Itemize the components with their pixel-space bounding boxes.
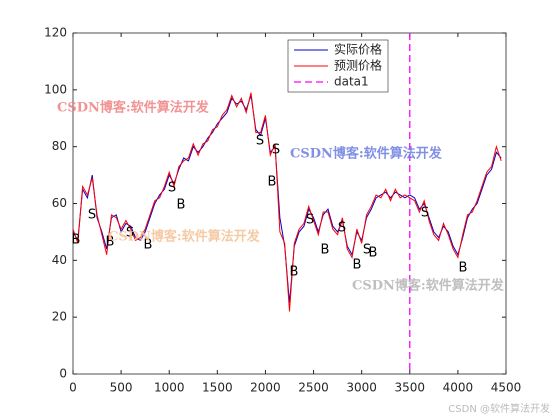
- signal-label: B: [369, 246, 378, 261]
- footer: CSDN @软件算法开发: [448, 402, 550, 415]
- price-line: [72, 92, 502, 312]
- signal-label: S: [421, 206, 429, 221]
- signal-label: B: [177, 198, 186, 213]
- signal-label: S: [272, 143, 280, 158]
- signal-label: B: [268, 175, 277, 190]
- signal-label: S: [168, 181, 176, 196]
- y-tick-label: 20: [52, 310, 67, 324]
- x-tick-label: 2000: [250, 381, 281, 395]
- x-tick-label: 1000: [154, 381, 185, 395]
- watermark: CSDN博客:软件算法开发: [108, 229, 261, 245]
- y-tick-label: 80: [52, 139, 67, 153]
- x-tick-label: 500: [110, 381, 133, 395]
- signal-label: B: [72, 233, 81, 248]
- signal-label: B: [106, 235, 115, 250]
- signal-label: S: [363, 243, 371, 258]
- x-tick-label: 4500: [491, 381, 522, 395]
- y-tick-label: 0: [59, 367, 67, 381]
- y-tick-label: 100: [44, 82, 67, 96]
- x-tick-label: 1500: [202, 381, 233, 395]
- y-tick-label: 120: [44, 26, 67, 40]
- x-tick-label: 2500: [298, 381, 329, 395]
- signal-label: B: [144, 238, 153, 253]
- signal-label: B: [459, 261, 468, 276]
- legend-label: 预测价格: [334, 58, 382, 73]
- signal-label: S: [256, 134, 264, 149]
- x-tick-label: 4000: [443, 381, 474, 395]
- signal-label: B: [353, 258, 362, 273]
- x-tick-label: 0: [69, 381, 77, 395]
- x-tick-label: 3000: [346, 381, 377, 395]
- signal-label: B: [321, 243, 330, 258]
- signal-label: B: [290, 265, 299, 280]
- watermark: CSDN博客:软件算法开发: [290, 146, 443, 162]
- signal-label: S: [88, 208, 96, 223]
- y-tick-label: 60: [52, 196, 67, 210]
- signal-label: S: [306, 213, 314, 228]
- signal-label: S: [126, 226, 134, 241]
- watermark: CSDN博客:软件算法开发: [352, 278, 505, 294]
- legend-label: 实际价格: [334, 42, 382, 57]
- watermark: CSDN博客:软件算法开发: [57, 100, 210, 116]
- legend-label: data1: [334, 75, 369, 89]
- signal-label: S: [338, 221, 346, 236]
- y-tick-label: 40: [52, 253, 67, 267]
- x-tick-label: 3500: [395, 381, 426, 395]
